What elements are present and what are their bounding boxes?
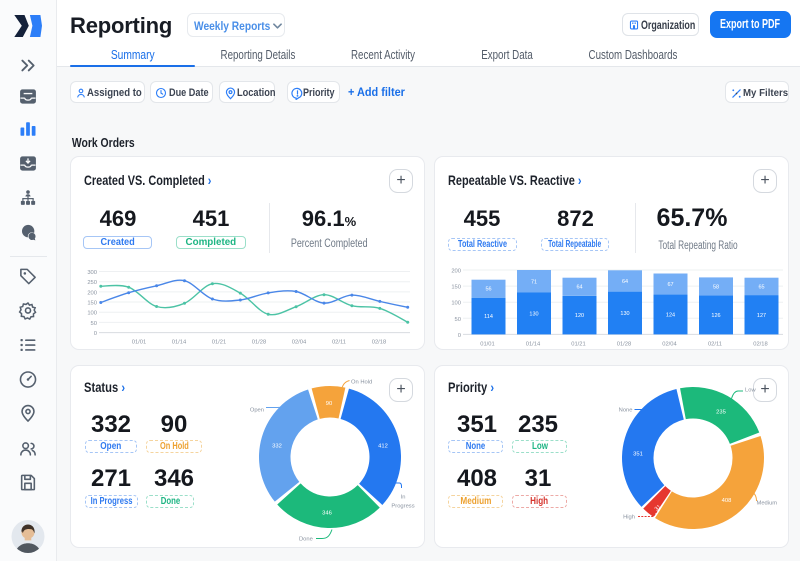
svg-text:412: 412 bbox=[378, 444, 388, 450]
svg-text:50: 50 bbox=[455, 317, 461, 323]
svg-text:64: 64 bbox=[576, 285, 582, 291]
svg-text:150: 150 bbox=[87, 301, 97, 307]
svg-text:100: 100 bbox=[87, 311, 97, 317]
svg-text:High: High bbox=[623, 515, 635, 521]
svg-text:01/21: 01/21 bbox=[571, 342, 586, 348]
svg-text:02/04: 02/04 bbox=[662, 342, 677, 348]
svg-text:332: 332 bbox=[272, 444, 282, 450]
svg-text:124: 124 bbox=[666, 312, 675, 318]
svg-text:01/01: 01/01 bbox=[132, 340, 147, 346]
svg-text:02/18: 02/18 bbox=[753, 342, 768, 348]
svg-text:90: 90 bbox=[326, 401, 332, 407]
svg-text:01/01: 01/01 bbox=[480, 342, 495, 348]
svg-text:200: 200 bbox=[87, 290, 97, 296]
svg-text:Done: Done bbox=[299, 537, 313, 543]
svg-text:127: 127 bbox=[757, 313, 766, 319]
svg-text:64: 64 bbox=[622, 279, 628, 285]
svg-text:02/04: 02/04 bbox=[292, 340, 307, 346]
svg-text:100: 100 bbox=[451, 301, 461, 307]
svg-text:130: 130 bbox=[529, 312, 538, 318]
svg-text:50: 50 bbox=[91, 321, 97, 327]
svg-text:01/28: 01/28 bbox=[617, 342, 632, 348]
svg-text:Open: Open bbox=[250, 408, 264, 414]
svg-text:01/14: 01/14 bbox=[526, 342, 541, 348]
svg-text:200: 200 bbox=[451, 269, 461, 275]
svg-text:01/28: 01/28 bbox=[252, 340, 267, 346]
svg-text:250: 250 bbox=[87, 280, 97, 286]
svg-text:67: 67 bbox=[667, 282, 673, 288]
svg-text:None: None bbox=[619, 408, 633, 414]
svg-text:71: 71 bbox=[531, 279, 537, 285]
svg-text:65: 65 bbox=[758, 284, 764, 290]
svg-text:114: 114 bbox=[484, 314, 493, 320]
svg-text:01/21: 01/21 bbox=[212, 340, 227, 346]
svg-text:Progress: Progress bbox=[391, 504, 414, 510]
svg-text:01/14: 01/14 bbox=[172, 340, 187, 346]
svg-text:56: 56 bbox=[485, 287, 491, 293]
svg-text:0: 0 bbox=[458, 333, 461, 339]
svg-text:351: 351 bbox=[633, 452, 643, 458]
svg-text:150: 150 bbox=[451, 285, 461, 291]
svg-text:58: 58 bbox=[713, 284, 719, 290]
svg-text:0: 0 bbox=[94, 331, 97, 337]
svg-text:02/11: 02/11 bbox=[332, 340, 346, 346]
svg-text:120: 120 bbox=[575, 313, 584, 319]
svg-text:In: In bbox=[401, 495, 406, 501]
svg-text:02/18: 02/18 bbox=[372, 340, 387, 346]
svg-text:300: 300 bbox=[87, 270, 97, 276]
svg-text:Medium: Medium bbox=[757, 501, 778, 507]
svg-text:235: 235 bbox=[716, 410, 726, 416]
svg-text:346: 346 bbox=[322, 511, 332, 517]
svg-text:130: 130 bbox=[620, 311, 629, 317]
svg-text:Low: Low bbox=[745, 388, 756, 394]
svg-text:31: 31 bbox=[654, 504, 663, 513]
svg-text:408: 408 bbox=[722, 498, 732, 504]
svg-text:126: 126 bbox=[711, 313, 720, 319]
svg-text:02/11: 02/11 bbox=[708, 342, 722, 348]
svg-text:On Hold: On Hold bbox=[351, 380, 372, 386]
